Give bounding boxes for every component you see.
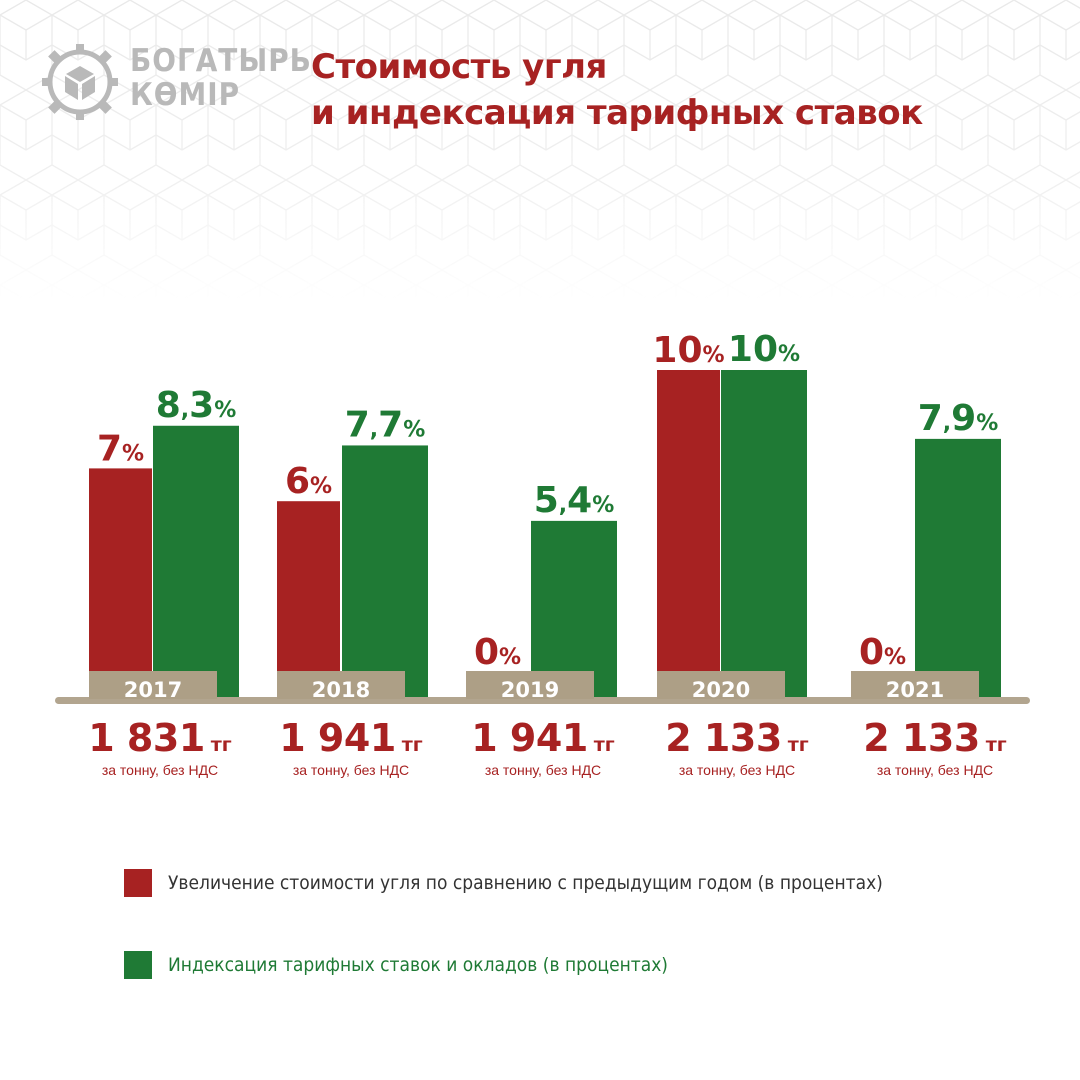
bar-chart: 2017 7% 8,3% 2018 6% 7,7% 2019 0% 5,4% 2020 10% 10%… <box>55 329 1030 704</box>
bar-indexation-2018 <box>342 445 428 698</box>
price-currency: тг <box>787 734 809 756</box>
title-line-1: Стоимость угля <box>311 47 607 87</box>
value-label-indexation-2019: 5,4% <box>534 480 615 521</box>
price-note: за тонну, без НДС <box>678 762 796 778</box>
price-note: за тонну, без НДС <box>484 762 602 778</box>
value-label-indexation-2021: 7,9% <box>918 398 999 439</box>
price-value: 2 133 <box>665 716 782 760</box>
legend-swatch-green <box>124 951 152 979</box>
price-value: 2 133 <box>863 716 980 760</box>
logo-line-1: БОГАТЫРЬ <box>130 43 312 79</box>
logo-line-2: КӨМІР <box>130 77 241 113</box>
year-label-2018: 2018 <box>312 678 370 702</box>
legend-item-tariff-indexation: Индексация тарифных ставок и окладов (в … <box>124 950 668 980</box>
price-value: 1 941 <box>279 716 396 760</box>
legend-label-tariff-indexation: Индексация тарифных ставок и окладов (в … <box>168 954 668 976</box>
year-box-2018 <box>277 671 405 699</box>
bar-coal-cost-2020 <box>657 370 720 698</box>
price-currency: тг <box>210 734 232 756</box>
year-label-2019: 2019 <box>501 678 559 702</box>
value-label-coal-cost-2020: 10% <box>652 330 724 371</box>
price-currency: тг <box>985 734 1007 756</box>
value-label-coal-cost-2021: 0% <box>859 632 906 673</box>
bar-indexation-2019 <box>531 520 617 698</box>
price-note: за тонну, без НДС <box>292 762 410 778</box>
price-note: за тонну, без НДС <box>101 762 219 778</box>
legend-item-coal-cost: Увеличение стоимости угля по сравнению с… <box>124 868 883 898</box>
year-label-2021: 2021 <box>886 678 944 702</box>
price-2017: 1 831 тг за тонну, без НДС <box>60 716 260 778</box>
price-2019: 1 941 тг за тонну, без НДС <box>443 716 643 778</box>
bar-indexation-2017 <box>153 425 239 698</box>
hexagon-background-pattern <box>0 0 1080 300</box>
legend-swatch-red <box>124 869 152 897</box>
year-box-2021 <box>851 671 979 699</box>
year-box-2017 <box>89 671 217 699</box>
legend-label-coal-cost: Увеличение стоимости угля по сравнению с… <box>168 872 883 894</box>
year-label-2020: 2020 <box>692 678 750 702</box>
price-value: 1 831 <box>88 716 205 760</box>
year-label-2017: 2017 <box>124 678 182 702</box>
bar-indexation-2021 <box>915 438 1001 698</box>
price-note: за тонну, без НДС <box>876 762 994 778</box>
year-box-2019 <box>466 671 594 699</box>
company-logo <box>38 40 268 124</box>
page-title: Стоимость угля и индексация тарифных ста… <box>311 44 923 136</box>
price-value: 1 941 <box>471 716 588 760</box>
value-label-indexation-2020: 10% <box>728 329 800 370</box>
value-label-coal-cost-2019: 0% <box>474 632 521 673</box>
year-box-2020 <box>657 671 785 699</box>
bar-coal-cost-2017 <box>89 468 152 698</box>
logo-wordmark: БОГАТЫРЬ КӨМІР <box>130 44 312 112</box>
price-currency: тг <box>593 734 615 756</box>
value-label-indexation-2018: 7,7% <box>345 404 426 445</box>
bar-indexation-2020 <box>721 370 807 698</box>
price-2020: 2 133 тг за тонну, без НДС <box>637 716 837 778</box>
price-2018: 1 941 тг за тонну, без НДС <box>251 716 451 778</box>
value-label-coal-cost-2018: 6% <box>285 461 332 502</box>
value-label-indexation-2017: 8,3% <box>156 385 237 426</box>
price-currency: тг <box>401 734 423 756</box>
value-label-coal-cost-2017: 7% <box>97 428 144 469</box>
title-line-2: и индексация тарифных ставок <box>311 93 923 133</box>
bar-coal-cost-2018 <box>277 501 340 698</box>
coal-cube-gear-icon <box>42 44 118 120</box>
price-2021: 2 133 тг за тонну, без НДС <box>835 716 1035 778</box>
